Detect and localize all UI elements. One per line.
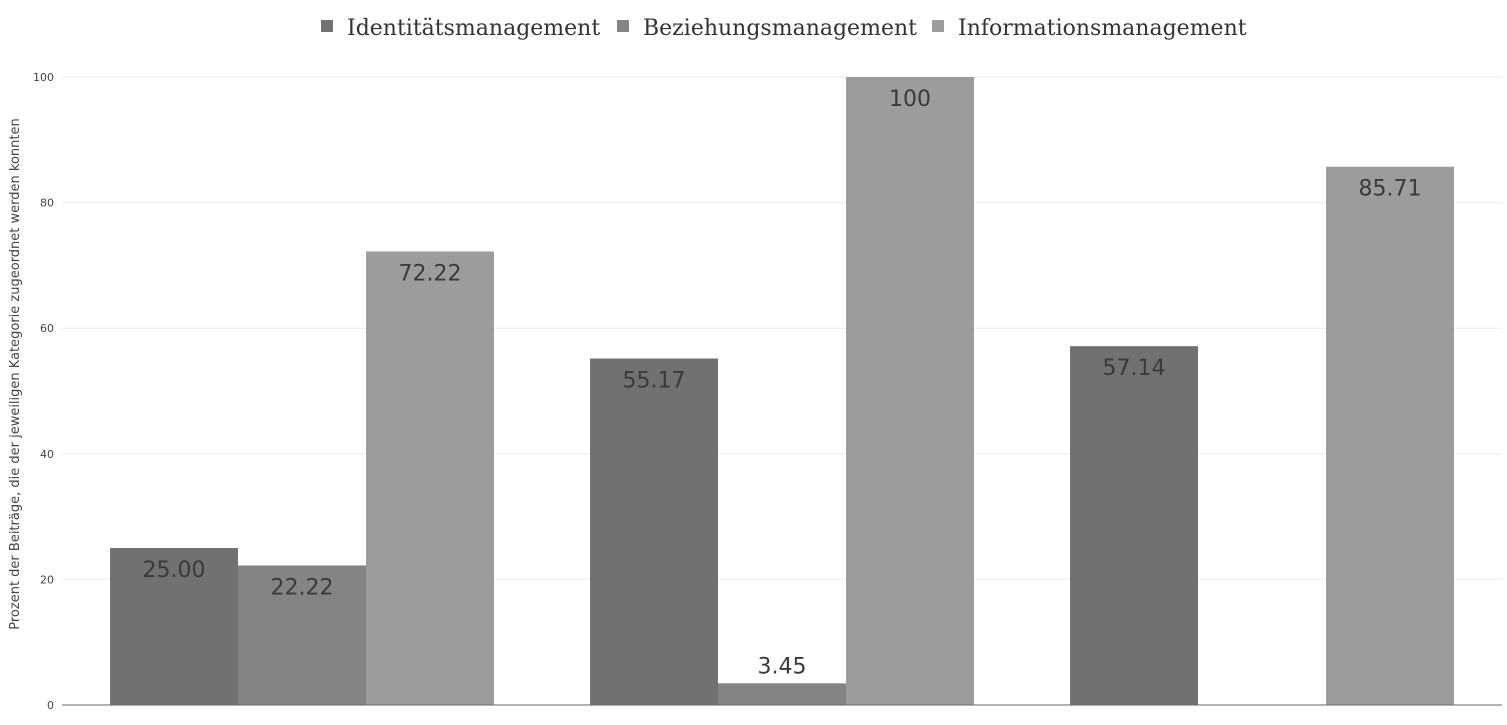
y-axis-label: Prozent der Beiträge, die der jeweiligen… [8, 118, 23, 629]
data-label-beziehungsmanagement-2: 3.45 [758, 654, 807, 679]
bar-identitätsmanagement-2 [590, 358, 718, 705]
legend-item-beziehungsmanagement: Beziehungsmanagement [617, 16, 917, 41]
y-axis-ticks: 0 20 40 60 80 100 [33, 71, 54, 712]
y-tick-label-0: 0 [47, 699, 54, 712]
data-label-informationsmanagement-3: 85.71 [1359, 177, 1422, 202]
bar-informationsmanagement-3 [1326, 166, 1454, 705]
bar-beziehungsmanagement-2 [718, 683, 846, 705]
data-label-identitätsmanagement-2: 55.17 [623, 369, 686, 394]
bar-identitätsmanagement-1 [110, 548, 238, 705]
data-label-beziehungsmanagement-1: 22.22 [271, 575, 334, 600]
bar-informationsmanagement-2 [846, 77, 974, 705]
data-label-identitätsmanagement-1: 25.00 [143, 558, 206, 583]
gridlines [62, 76, 1502, 580]
y-tick-label-40: 40 [40, 448, 54, 461]
y-tick-label-100: 100 [33, 71, 54, 84]
legend-label-beziehungsmanagement: Beziehungsmanagement [643, 16, 917, 41]
legend-item-identitaetsmanagement: Identitätsmanagement [321, 16, 600, 41]
legend-label-identitaetsmanagement: Identitätsmanagement [347, 16, 600, 41]
legend-swatch-identitaetsmanagement [321, 20, 333, 32]
legend-item-informationsmanagement: Informationsmanagement [932, 16, 1247, 41]
y-tick-label-60: 60 [40, 322, 54, 335]
legend-swatch-informationsmanagement [932, 20, 944, 32]
bar-informationsmanagement-1 [366, 251, 494, 705]
bars [110, 77, 1454, 705]
y-tick-label-80: 80 [40, 197, 54, 210]
data-label-identitätsmanagement-3: 57.14 [1103, 356, 1166, 381]
legend-swatch-beziehungsmanagement [617, 20, 629, 32]
legend-label-informationsmanagement: Informationsmanagement [958, 16, 1247, 41]
data-label-informationsmanagement-2: 100 [889, 87, 931, 112]
legend: Identitätsmanagement Beziehungsmanagemen… [321, 16, 1247, 41]
bar-beziehungsmanagement-1 [238, 565, 366, 705]
y-tick-label-20: 20 [40, 573, 54, 586]
bar-identitätsmanagement-3 [1070, 346, 1198, 705]
data-label-informationsmanagement-1: 72.22 [399, 261, 462, 286]
data-labels: 25.00 22.22 72.22 55.17 3.45 100 57.14 85.71 [143, 87, 1422, 679]
